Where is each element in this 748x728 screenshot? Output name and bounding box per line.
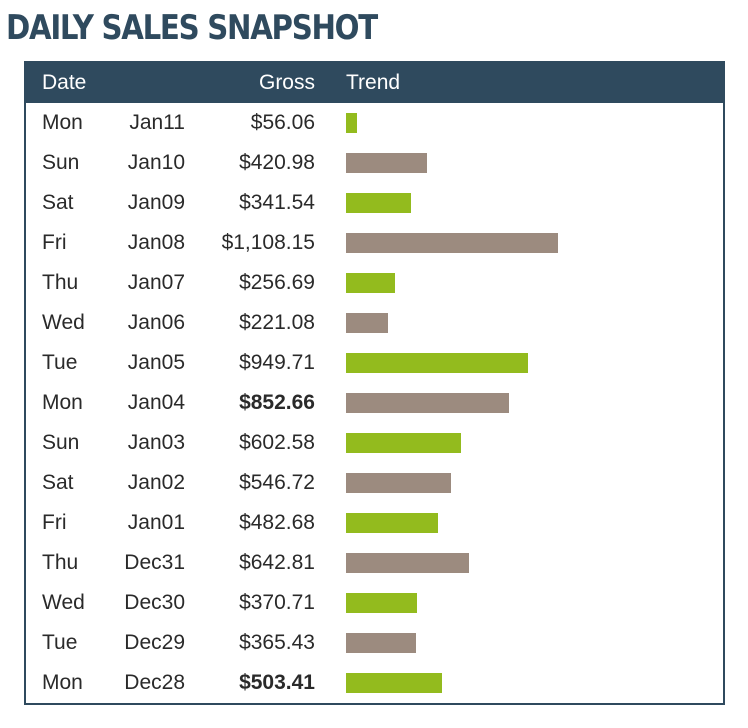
row-day: Fri xyxy=(42,511,67,534)
trend-bar xyxy=(346,473,451,493)
trend-bar xyxy=(346,113,357,133)
row-day: Mon xyxy=(42,391,83,414)
table-row: Sun Jan03 $602.58 xyxy=(26,423,723,463)
row-day: Sat xyxy=(42,471,74,494)
row-date: Jan05 xyxy=(127,351,185,374)
row-gross: $1,108.15 xyxy=(221,231,315,254)
row-gross: $503.41 xyxy=(239,671,315,694)
row-date: Dec29 xyxy=(124,631,185,654)
trend-bar xyxy=(346,673,442,693)
trend-bar xyxy=(346,193,411,213)
table-row: Sat Jan02 $546.72 xyxy=(26,463,723,503)
header-date: Date xyxy=(42,71,87,94)
row-gross: $221.08 xyxy=(239,311,315,334)
trend-bar xyxy=(346,153,427,173)
row-date: Jan11 xyxy=(129,111,185,134)
row-date: Jan09 xyxy=(127,191,185,214)
row-day: Mon xyxy=(42,671,83,694)
row-date: Jan04 xyxy=(127,391,185,414)
trend-bar xyxy=(346,513,438,533)
page-title: DAILY SALES SNAPSHOT xyxy=(6,8,378,48)
row-gross: $642.81 xyxy=(239,551,315,574)
table-row: Mon Jan04 $852.66 xyxy=(26,383,723,423)
trend-bar xyxy=(346,353,528,373)
row-gross: $341.54 xyxy=(239,191,315,214)
trend-bar xyxy=(346,433,461,453)
trend-bar xyxy=(346,633,416,653)
row-day: Fri xyxy=(42,231,67,254)
table-header: Date Gross Trend xyxy=(26,63,723,103)
row-day: Thu xyxy=(42,271,79,294)
row-day: Thu xyxy=(42,551,79,574)
table-row: Thu Dec31 $642.81 xyxy=(26,543,723,583)
trend-bar xyxy=(346,553,469,573)
row-gross: $420.98 xyxy=(239,151,315,174)
trend-bar xyxy=(346,233,558,253)
table-row: Wed Dec30 $370.71 xyxy=(26,583,723,623)
table-row: Fri Jan08 $1,108.15 xyxy=(26,223,723,263)
table-row: Tue Dec29 $365.43 xyxy=(26,623,723,663)
row-gross: $949.71 xyxy=(239,351,315,374)
row-date: Jan08 xyxy=(127,231,185,254)
header-trend: Trend xyxy=(346,71,401,94)
row-date: Jan10 xyxy=(127,151,185,174)
trend-bar xyxy=(346,593,417,613)
row-gross: $546.72 xyxy=(239,471,315,494)
table-row: Sun Jan10 $420.98 xyxy=(26,143,723,183)
table-row: Tue Jan05 $949.71 xyxy=(26,343,723,383)
row-day: Mon xyxy=(42,111,83,134)
row-gross: $365.43 xyxy=(239,631,315,654)
row-date: Dec30 xyxy=(124,591,185,614)
header-gross: Gross xyxy=(258,71,315,94)
row-gross: $370.71 xyxy=(239,591,315,614)
trend-bar xyxy=(346,273,395,293)
row-date: Dec28 xyxy=(124,671,185,694)
trend-bar xyxy=(346,313,388,333)
row-day: Sun xyxy=(42,151,80,174)
row-day: Tue xyxy=(42,631,78,654)
row-date: Jan02 xyxy=(127,471,185,494)
row-day: Wed xyxy=(42,591,85,614)
row-gross: $852.66 xyxy=(239,391,315,414)
row-gross: $256.69 xyxy=(239,271,315,294)
table-row: Thu Jan07 $256.69 xyxy=(26,263,723,303)
row-day: Tue xyxy=(42,351,78,374)
row-gross: $602.58 xyxy=(239,431,315,454)
trend-bar xyxy=(346,393,509,413)
row-day: Sat xyxy=(42,191,74,214)
row-gross: $482.68 xyxy=(239,511,315,534)
table-row: Mon Dec28 $503.41 xyxy=(26,663,723,703)
row-day: Wed xyxy=(42,311,85,334)
sales-table: Date Gross Trend Mon Jan11 $56.06 Sun Jan10 $… xyxy=(24,61,725,705)
table-row: Wed Jan06 $221.08 xyxy=(26,303,723,343)
row-day: Sun xyxy=(42,431,80,454)
table-row: Sat Jan09 $341.54 xyxy=(26,183,723,223)
table-body: Mon Jan11 $56.06 Sun Jan10 $420.98 Sat Jan09 $34… xyxy=(26,103,723,703)
table-row: Fri Jan01 $482.68 xyxy=(26,503,723,543)
row-date: Dec31 xyxy=(124,551,185,574)
table-row: Mon Jan11 $56.06 xyxy=(26,103,723,143)
row-date: Jan06 xyxy=(127,311,185,334)
row-date: Jan01 xyxy=(127,511,185,534)
row-date: Jan03 xyxy=(127,431,185,454)
row-date: Jan07 xyxy=(127,271,185,294)
row-gross: $56.06 xyxy=(250,111,315,134)
